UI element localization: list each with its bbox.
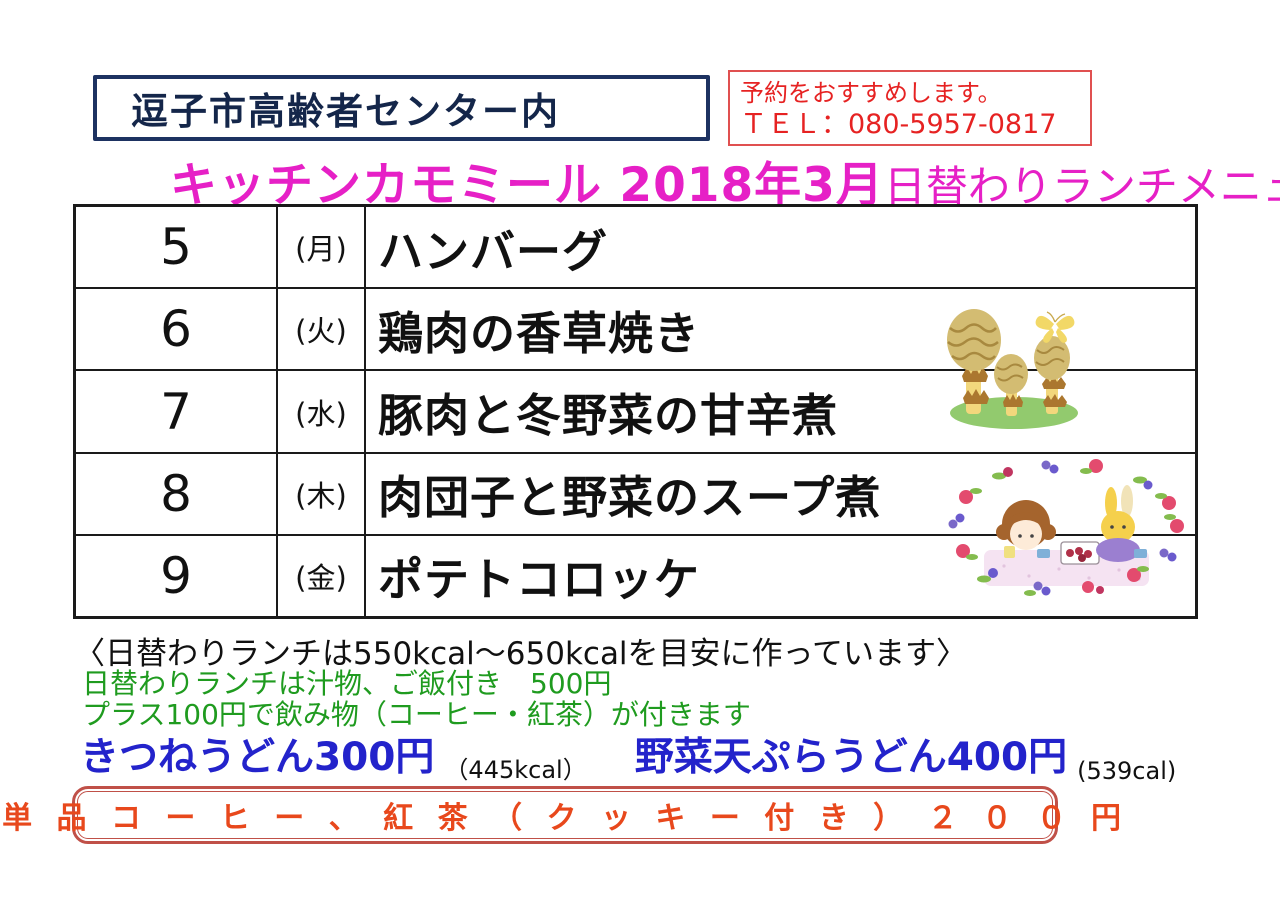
daily-lunch-table: 5 (月) ハンバーグ 6 (火) 鶏肉の香草焼き 7 (水) 豚肉と冬野菜の甘… (73, 204, 1198, 619)
dish-cell: 肉団子と野菜のスープ煮 (378, 471, 882, 525)
drink-option-line: プラス100円で飲み物（コーヒー・紅茶）が付きます (82, 698, 751, 731)
facility-name-label: 逗子市高齢者センター内 (131, 90, 560, 133)
day-cell: (水) (278, 371, 366, 452)
coffee-tea-price-text: 単 品 コ ー ヒ ー 、 紅 茶 （ ク ッ キ ー 付 き ） ２ ０ ０ … (2, 801, 1128, 836)
lunch-price-notes: 日替わりランチは汁物、ご飯付き 500円 プラス100円で飲み物（コーヒー・紅茶… (82, 668, 751, 730)
title-brand-month: キッチンカモミール 2018年3月 (170, 158, 884, 213)
reservation-info-box: 予約をおすすめします。 ＴＥＬ：080-5957-0817 (728, 70, 1092, 146)
kitsune-udon-kcal: （445kcal） (444, 755, 587, 784)
date-cell: 7 (76, 371, 278, 452)
coffee-tea-price-box: 単 品 コ ー ヒ ー 、 紅 茶 （ ク ッ キ ー 付 き ） ２ ０ ０ … (2, 786, 1121, 844)
dish-cell: 鶏肉の香草焼き (378, 306, 701, 360)
date-cell: 6 (76, 289, 278, 370)
table-row: 6 (火) 鶏肉の香草焼き (76, 289, 1195, 372)
tempura-udon-price: 野菜天ぷらうどん400円 (634, 735, 1068, 780)
kcal-guideline-note: 〈日替わりランチは550kcal～650kcalを目安に作っています〉 (74, 636, 967, 672)
day-cell: (月) (278, 207, 366, 288)
table-row: 7 (水) 豚肉と冬野菜の甘辛煮 (76, 371, 1195, 454)
page-title: キッチンカモミール 2018年3月日替わりランチメニュー (170, 146, 1280, 215)
dish-cell: ポテトコロッケ (378, 553, 701, 607)
date-cell: 5 (76, 207, 278, 288)
table-row: 8 (木) 肉団子と野菜のスープ煮 (76, 453, 1195, 536)
day-cell: (火) (278, 289, 366, 370)
table-row: 9 (金) ポテトコロッケ (76, 535, 1195, 617)
table-row: 5 (月) ハンバーグ (76, 207, 1195, 290)
facility-name-box: 逗子市高齢者センター内 (93, 75, 710, 141)
date-cell: 8 (76, 453, 278, 534)
udon-price-row: きつねうどん300円 （445kcal） 野菜天ぷらうどん400円 (539ca… (80, 735, 1176, 785)
reservation-note: 予約をおすすめします。 (740, 79, 1002, 107)
lunch-price-line: 日替わりランチは汁物、ご飯付き 500円 (82, 667, 612, 700)
phone-number: ＴＥＬ：080-5957-0817 (740, 109, 1057, 141)
day-cell: (金) (278, 535, 366, 617)
kitsune-udon-price: きつねうどん300円 (80, 735, 435, 780)
dish-cell: ハンバーグ (378, 224, 609, 278)
title-suffix: 日替わりランチメニュー (883, 162, 1280, 211)
day-cell: (木) (278, 453, 366, 534)
date-cell: 9 (76, 535, 278, 617)
tempura-udon-kcal: (539cal) (1077, 756, 1177, 785)
dish-cell: 豚肉と冬野菜の甘辛煮 (378, 389, 839, 442)
